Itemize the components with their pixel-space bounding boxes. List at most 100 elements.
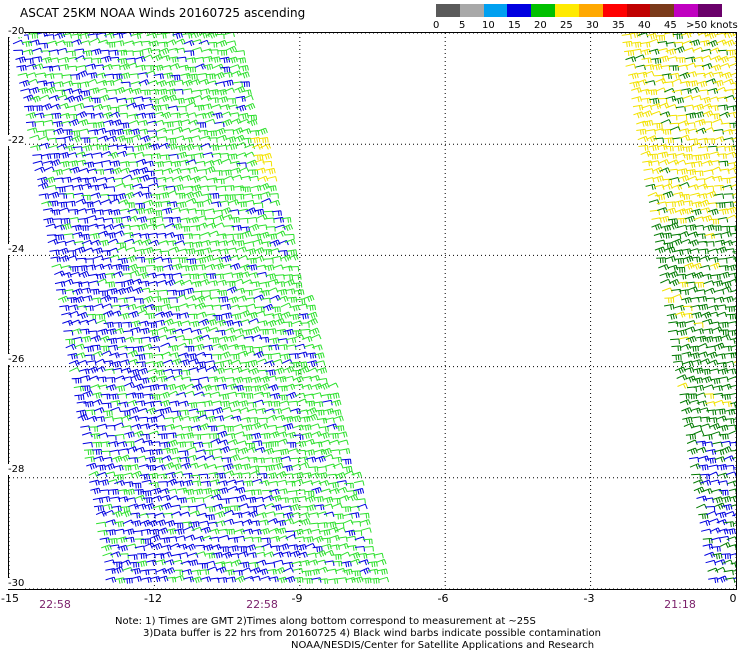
wind-barb (97, 432, 109, 438)
wind-barb (705, 297, 716, 303)
wind-barb (260, 198, 272, 204)
wind-barb (83, 345, 94, 353)
wind-barb (645, 183, 656, 190)
wind-barb (698, 89, 709, 95)
wind-barb (246, 311, 258, 319)
wind-barb (188, 462, 199, 469)
wind-barb (733, 361, 736, 363)
wind-barb (661, 128, 672, 135)
wind-barb (304, 495, 316, 503)
wind-barb (715, 202, 726, 209)
wind-barb (124, 488, 135, 496)
wind-barb (217, 336, 229, 343)
wind-barb (717, 472, 728, 479)
wind-barb (226, 98, 236, 104)
wind-barb (715, 408, 726, 415)
wind-barb (191, 190, 203, 198)
wind-barb (42, 119, 54, 126)
wind-barb (157, 384, 168, 391)
wind-barb (674, 366, 686, 374)
wind-barb (230, 408, 242, 414)
wind-barb (262, 249, 272, 255)
wind-barb (262, 303, 274, 312)
footnote-line: Note: 1) Times are GMT 2)Times along bot… (115, 616, 536, 627)
wind-barb (269, 392, 281, 400)
wind-barb (260, 241, 272, 247)
wind-barb (240, 81, 250, 88)
wind-barb (676, 329, 688, 336)
wind-barb (700, 55, 712, 61)
wind-barb (284, 238, 296, 245)
wind-barb (695, 446, 707, 454)
wind-barb (640, 48, 651, 56)
wind-barb (200, 576, 212, 583)
wind-barb (107, 238, 119, 244)
wind-barb (81, 239, 93, 246)
wind-barb (728, 329, 736, 336)
wind-barb (218, 200, 230, 206)
wind-barb (86, 318, 97, 325)
wind-barb (682, 200, 693, 207)
wind-barb (130, 423, 142, 430)
wind-barb (308, 327, 320, 335)
wind-barb (57, 201, 68, 208)
wind-barb (214, 121, 225, 128)
wind-barb (90, 433, 101, 440)
wind-barb (318, 382, 330, 390)
wind-barb (166, 190, 178, 196)
wind-barb (726, 206, 736, 214)
wind-barb (68, 266, 79, 272)
wind-barb (719, 334, 731, 341)
wind-barb (113, 327, 125, 335)
wind-barb (710, 431, 722, 437)
wind-barb (105, 272, 116, 279)
wind-barb (205, 506, 216, 513)
wind-barb (178, 450, 189, 457)
wind-barb (687, 239, 699, 247)
wind-barb (213, 71, 225, 80)
wind-barb (239, 264, 251, 272)
wind-barb (729, 289, 736, 293)
wind-barb (159, 399, 171, 407)
wind-barb (699, 255, 711, 262)
wind-barb (301, 335, 313, 343)
wind-barb (307, 413, 319, 421)
wind-barb (211, 448, 222, 454)
wind-barb (269, 239, 281, 247)
wind-barb (705, 33, 717, 40)
wind-barb (311, 392, 322, 398)
wind-barb (118, 104, 129, 110)
wind-barb (716, 246, 727, 254)
wind-barb (724, 248, 735, 254)
wind-barb (152, 448, 163, 455)
wind-barb (336, 431, 348, 438)
wind-barb (157, 334, 168, 341)
wind-barb (84, 113, 95, 119)
wind-barb (204, 263, 216, 271)
wind-barb (160, 544, 172, 551)
wind-barb (288, 503, 300, 511)
wind-barb (713, 289, 725, 295)
wind-barb (715, 33, 727, 38)
wind-barb (184, 390, 195, 397)
wind-barb (157, 326, 169, 333)
wind-barb (346, 545, 357, 551)
wind-barb (152, 210, 163, 217)
wind-barb (665, 95, 677, 102)
wind-barb (239, 561, 250, 568)
wind-barb (130, 373, 142, 382)
wind-barb (76, 65, 87, 71)
wind-barb (671, 354, 682, 361)
wind-barb (166, 289, 177, 296)
wind-barb (278, 400, 290, 406)
wind-barb (250, 136, 261, 144)
wind-barb (274, 281, 286, 288)
wind-barb (697, 303, 709, 311)
wind-barb (732, 251, 736, 253)
wind-barb (265, 369, 276, 376)
wind-barb (264, 313, 275, 319)
wind-barb (86, 462, 97, 470)
wind-barb (169, 543, 181, 549)
wind-barb (249, 326, 261, 334)
wind-barb (705, 401, 716, 407)
